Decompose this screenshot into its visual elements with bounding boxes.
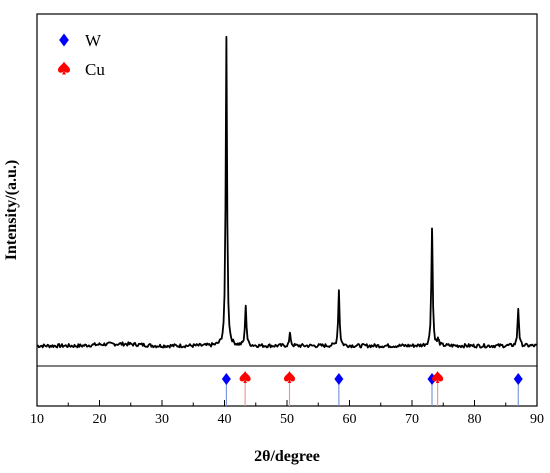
x-tick-label: 50 bbox=[280, 412, 294, 427]
cu-marker bbox=[432, 371, 444, 383]
x-tick-label: 60 bbox=[343, 412, 357, 427]
x-tick-label: 40 bbox=[218, 412, 232, 427]
x-tick-label: 10 bbox=[30, 412, 44, 427]
x-tick-label: 90 bbox=[530, 412, 544, 427]
cu-marker bbox=[239, 371, 251, 383]
legend-cu-marker bbox=[57, 61, 71, 75]
x-axis-label: 2θ/degree bbox=[254, 448, 320, 465]
cu-marker bbox=[283, 371, 296, 383]
legend-w-marker bbox=[59, 33, 69, 47]
x-tick-label: 80 bbox=[468, 412, 482, 427]
x-tick-label: 30 bbox=[155, 412, 169, 427]
w-marker bbox=[221, 373, 231, 385]
y-axis-label: Intensity/(a.u.) bbox=[3, 160, 20, 260]
w-marker bbox=[334, 373, 344, 385]
w-marker bbox=[513, 373, 523, 385]
legend-label: Cu bbox=[85, 60, 105, 79]
x-tick-label: 70 bbox=[405, 412, 419, 427]
legend: W Cu bbox=[57, 31, 105, 79]
reference-markers bbox=[221, 371, 523, 385]
x-axis-ticks: 10 20 30 40 50 60 70 80 90 bbox=[30, 400, 544, 427]
legend-label: W bbox=[85, 31, 102, 50]
x-tick-label: 20 bbox=[93, 412, 107, 427]
xrd-pattern-line bbox=[36, 35, 538, 349]
